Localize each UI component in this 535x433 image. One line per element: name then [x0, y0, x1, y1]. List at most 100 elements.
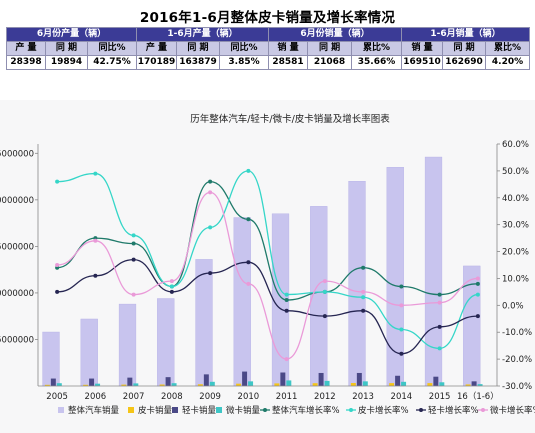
bar-0: [465, 384, 471, 386]
line-point: [284, 297, 289, 302]
line-point: [208, 225, 213, 230]
x-tick-label: 2014: [391, 392, 413, 402]
bar-2: [171, 383, 177, 386]
legend-label: 微卡增长率%: [490, 405, 535, 416]
summary-group-header: 1-6月销量（辆）: [401, 27, 531, 42]
summary-subheader: 同 期: [442, 41, 487, 56]
line-point: [169, 289, 174, 294]
line-point: [322, 314, 327, 319]
bar-1: [280, 372, 286, 386]
bar-total-auto-sales: [118, 303, 137, 387]
x-tick-label: 2007: [123, 392, 145, 402]
y-right-tick-label: 40.0%: [502, 194, 529, 204]
summary-subheader: 销 量: [401, 41, 444, 56]
bar-2: [248, 381, 254, 386]
bar-1: [203, 374, 209, 386]
bar-0: [312, 383, 318, 386]
line-point: [208, 271, 213, 276]
legend-swatch: [172, 407, 178, 413]
y-right-tick-label: -30.0%: [502, 382, 532, 392]
bar-total-auto-sales: [424, 156, 443, 387]
line-point: [55, 289, 60, 294]
bar-2: [324, 380, 330, 386]
summary-value: 19894: [45, 55, 88, 70]
line-point: [399, 303, 404, 308]
summary-group-header: 6月份产量（辆）: [6, 27, 137, 42]
summary-group-header-row: 6月份产量（辆） 1-6月产量（辆） 6月份销量（辆） 1-6月销量（辆）: [6, 27, 531, 42]
y-right-tick-label: -10.0%: [502, 328, 532, 338]
bar-0: [427, 383, 433, 386]
line-point: [284, 357, 289, 362]
sales-growth-chart: 历年整体汽车/轻卡/微卡/皮卡销量及增长率图表 5000000 10000000 1…: [0, 113, 535, 416]
x-tick-label: 2008: [161, 392, 183, 402]
bar-2: [95, 383, 101, 386]
bar-2: [362, 381, 368, 386]
line-point: [169, 284, 174, 289]
summary-subheader: 产 量: [6, 41, 46, 56]
legend-swatch: [128, 407, 134, 413]
legend-label: 轻卡销量: [182, 405, 217, 416]
bar-0: [121, 384, 127, 386]
bar-2: [133, 383, 139, 386]
line-point: [475, 292, 480, 297]
line-point: [437, 324, 442, 329]
bar-2: [477, 384, 483, 386]
line-point: [284, 308, 289, 313]
bar-1: [395, 375, 401, 386]
summary-value: 21068: [307, 55, 353, 70]
line-point: [475, 276, 480, 281]
line-point: [399, 351, 404, 356]
x-tick-label: 2013: [352, 392, 374, 402]
line-point: [437, 300, 442, 305]
x-tick-label: 2012: [314, 392, 336, 402]
bar-0: [83, 384, 89, 386]
summary-subheader: 累比%: [485, 41, 531, 56]
summary-subheader: 同 期: [45, 41, 88, 56]
line-point: [322, 279, 327, 284]
legend-label: 皮卡增长率%: [358, 405, 409, 416]
legend-marker: [263, 408, 267, 412]
line-point: [361, 265, 366, 270]
summary-value: 28581: [268, 55, 309, 70]
bar-0: [44, 384, 50, 386]
summary-value: 28398: [6, 55, 46, 70]
x-tick-label: 2010: [238, 392, 260, 402]
legend: 整体汽车销量 皮卡销量 轻卡销量 微卡销量 整体汽车增长率% 皮卡增长率% 轻卡增长率% 微卡…: [58, 405, 535, 416]
bar-total-auto-sales: [195, 259, 213, 387]
summary-subheader-row: 产 量 同 期 同比% 产 量 同 期 同比% 销 量 同 期 累比% 销 量 …: [6, 41, 531, 56]
line-point: [361, 295, 366, 300]
chart-area: 历年整体汽车/轻卡/微卡/皮卡销量及增长率图表 5000000 10000000 1…: [0, 100, 535, 433]
lines-layer: [55, 168, 480, 362]
bar-0: [197, 384, 203, 386]
legend-marker: [481, 408, 485, 412]
line-point: [437, 292, 442, 297]
line-point: [208, 190, 213, 195]
y-right-tick-label: 60.0%: [502, 140, 529, 150]
summary-subheader: 同比%: [87, 41, 137, 56]
line-point: [131, 241, 136, 246]
line-point: [399, 284, 404, 289]
y-left-tick-label: 10000000: [0, 289, 34, 299]
line-point: [93, 273, 98, 278]
bar-total-auto-sales: [80, 318, 98, 387]
summary-subheader: 销 量: [268, 41, 309, 56]
bar-total-auto-sales: [157, 298, 175, 387]
line-point: [437, 346, 442, 351]
legend-label: 整体汽车销量: [68, 405, 120, 416]
x-tick-label: 2015: [429, 392, 451, 402]
x-tick-label: 2005: [46, 392, 68, 402]
bar-2: [286, 380, 292, 386]
legend-swatch: [58, 407, 64, 413]
line-point: [131, 292, 136, 297]
y-right-tick-label: -20.0%: [502, 355, 532, 365]
line-point: [322, 289, 327, 294]
line-point: [55, 179, 60, 184]
bar-1: [50, 378, 56, 386]
summary-value-row: 28398 19894 42.75% 170189 163879 3.85% 2…: [6, 55, 531, 70]
bar-total-auto-sales: [42, 331, 60, 387]
summary-value: 163879: [176, 55, 220, 70]
line-point: [361, 308, 366, 313]
page-title: 2016年1-6月整体皮卡销量及增长率情况: [139, 10, 396, 26]
axes-layer: 5000000 10000000 15000000 20000000 25000000 6…: [0, 140, 532, 402]
y-right-tick-label: 30.0%: [502, 221, 529, 231]
